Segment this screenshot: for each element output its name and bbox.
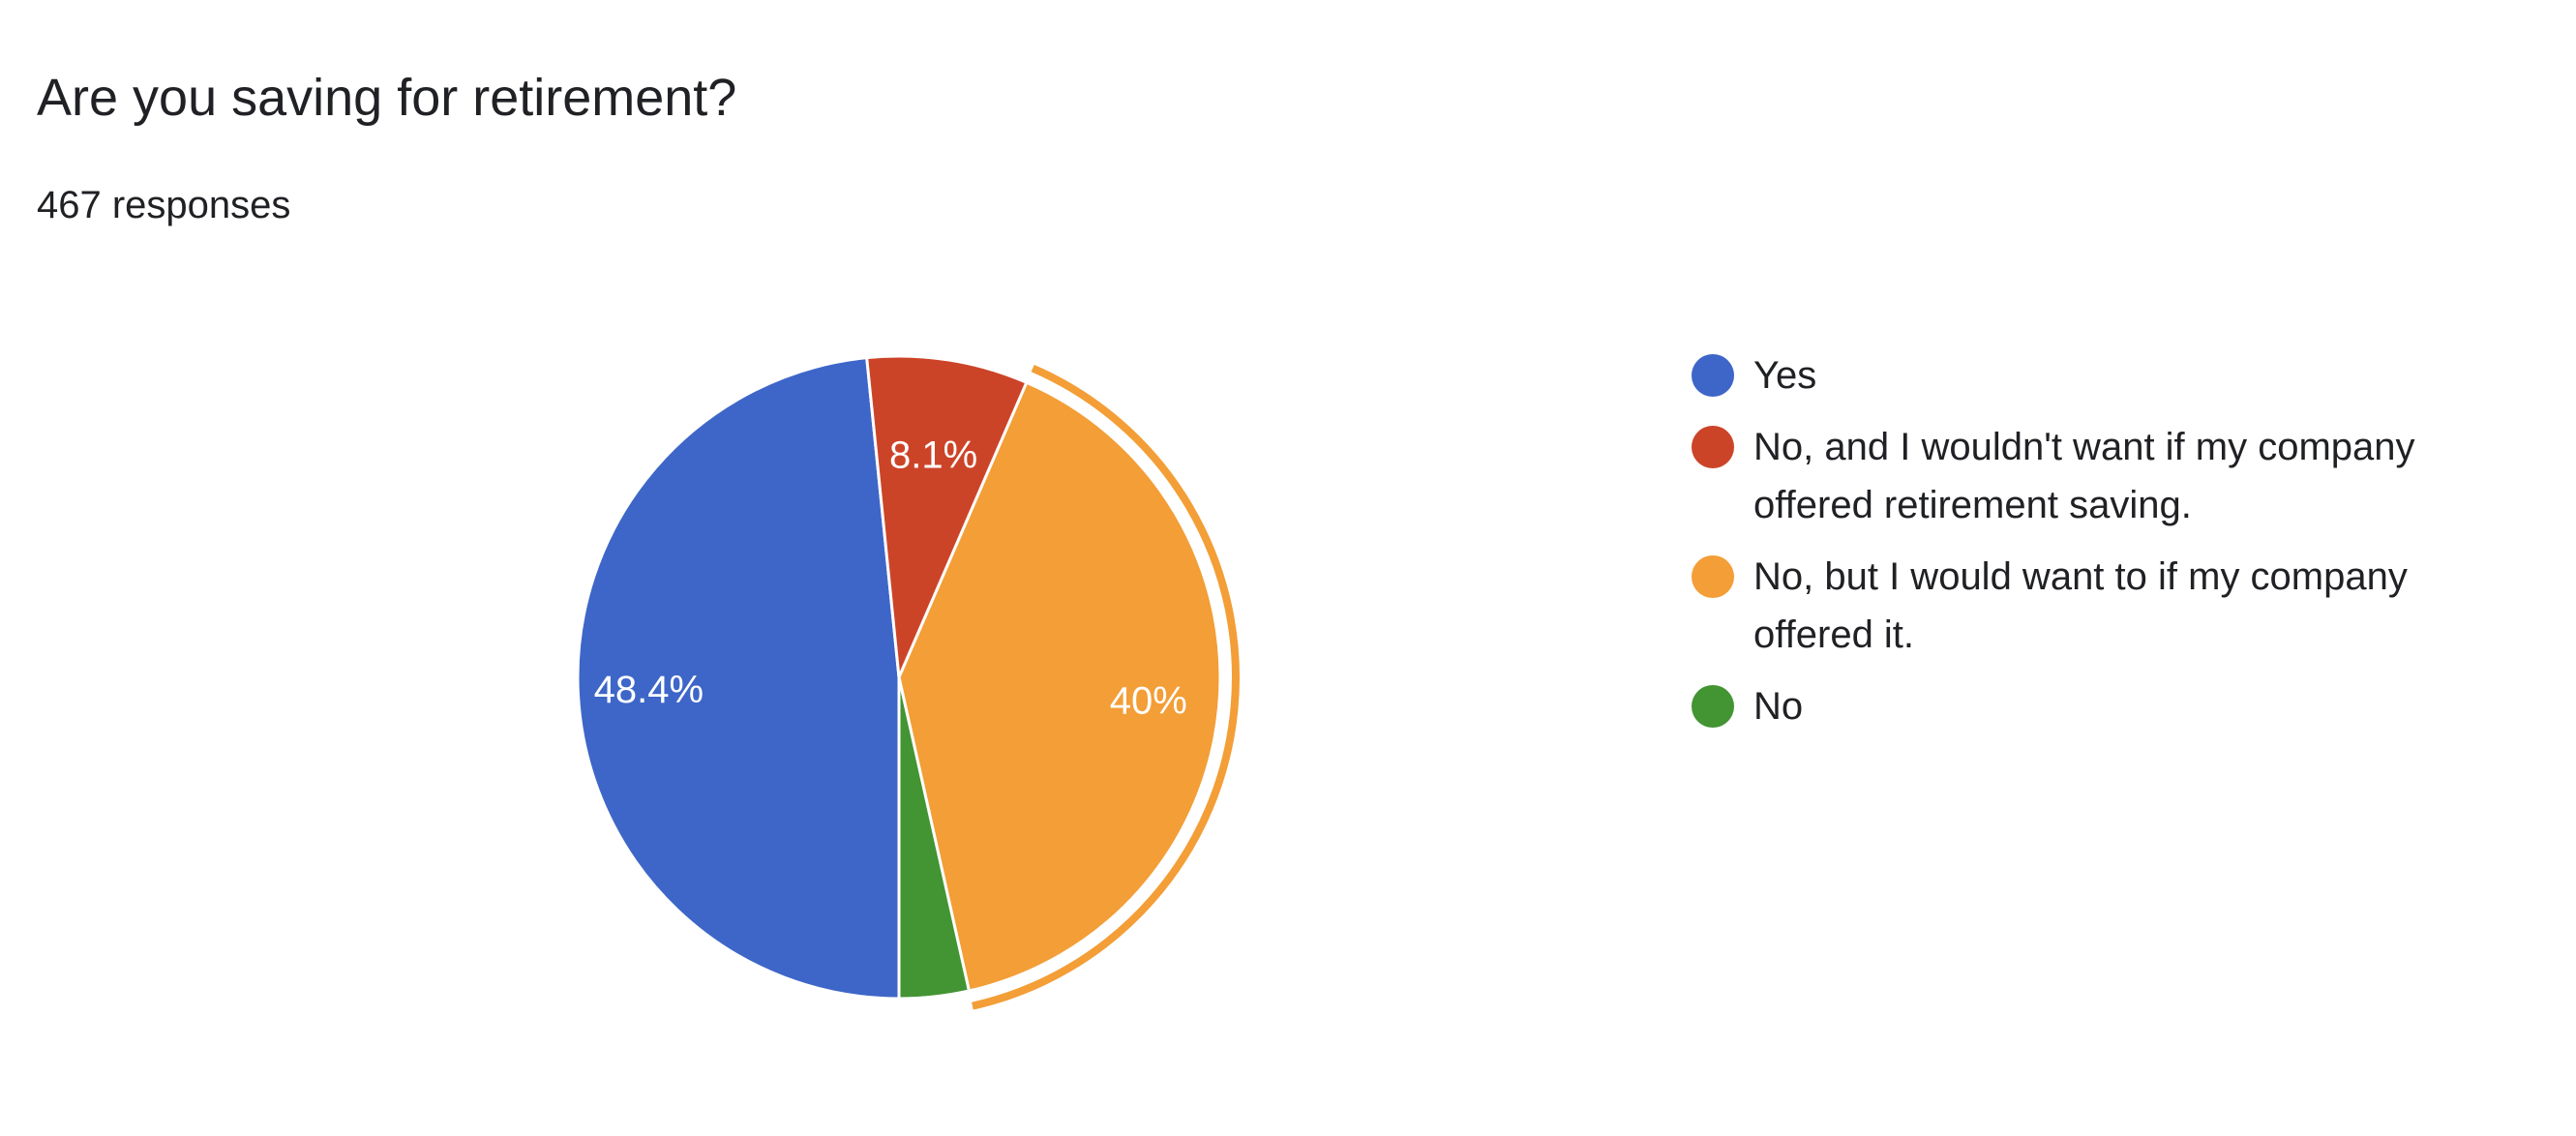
response-count: 467 responses [37, 184, 291, 226]
pie-label-yes: 48.4% [594, 669, 704, 711]
pie-slice-highlight [972, 364, 1240, 1010]
pie-slice-no-wouldnt-want[interactable] [865, 354, 1029, 683]
pie-slices [576, 354, 1240, 1010]
legend-dot-icon [1692, 555, 1734, 598]
legend-dot-icon [1692, 426, 1734, 468]
pie-slice-yes[interactable] [576, 356, 901, 1001]
legend-dot-icon [1692, 354, 1734, 397]
legend-dot-icon [1692, 685, 1734, 728]
pie-slice-no-would-want[interactable] [897, 380, 1222, 993]
legend-item-no-wouldnt-want[interactable]: No, and I wouldn't want if my company of… [1692, 418, 2524, 534]
legend-item-no[interactable]: No [1692, 677, 2524, 735]
legend-label: No [1753, 685, 1804, 728]
legend-item-no-would-want[interactable]: No, but I would want to if my company of… [1692, 548, 2524, 664]
pie-slice-no[interactable] [897, 676, 972, 1001]
legend-label: No, but I would want to if my company of… [1753, 555, 2408, 656]
pie-label-no-wouldnt-want: 8.1% [889, 433, 977, 476]
pie-labels: 48.4% 8.1% 40% [594, 433, 1187, 722]
pie-label-no-would-want: 40% [1110, 679, 1187, 722]
legend: Yes No, and I wouldn't want if my compan… [1692, 346, 2524, 749]
legend-label: No, and I wouldn't want if my company of… [1753, 426, 2415, 526]
legend-label: Yes [1753, 354, 1817, 397]
legend-item-yes[interactable]: Yes [1692, 346, 2524, 404]
chart-title: Are you saving for retirement? [37, 69, 737, 127]
